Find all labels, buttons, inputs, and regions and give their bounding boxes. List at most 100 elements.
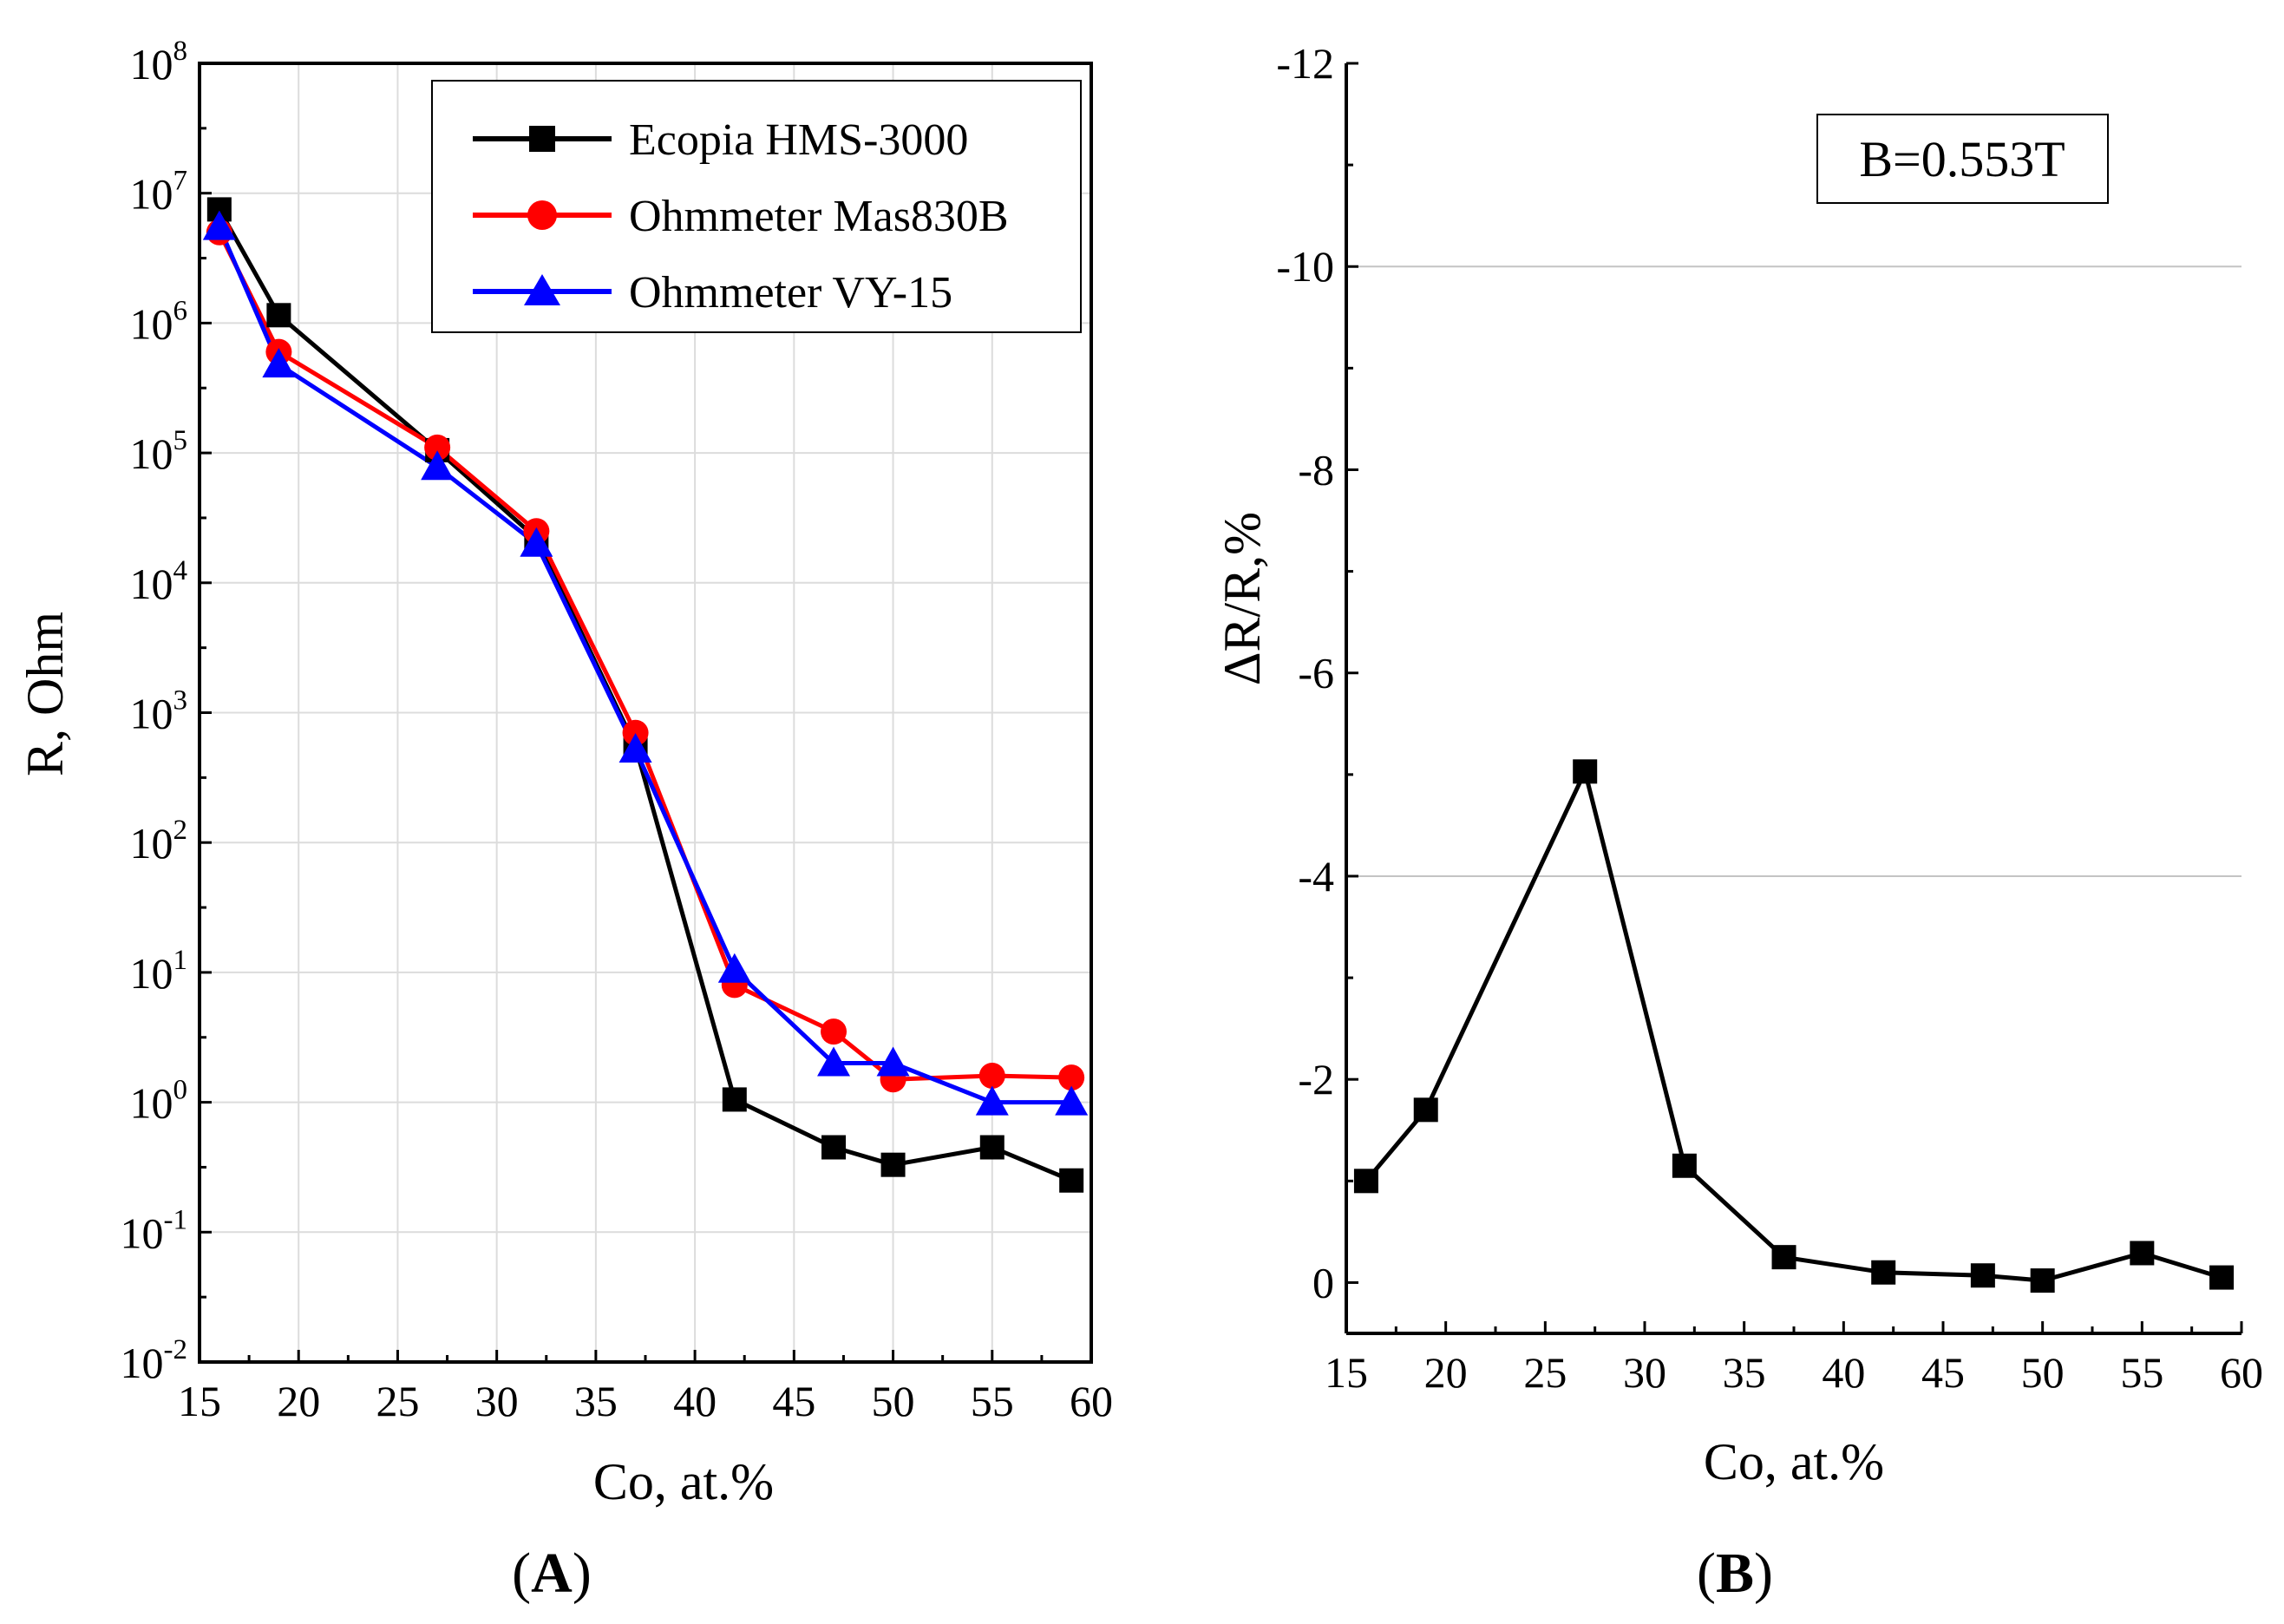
chart-b-data-point (1871, 1260, 1896, 1285)
chart-b-annotation: B=0.553T (1816, 114, 2109, 204)
tick-base: 10 (130, 1079, 173, 1128)
chart-a-y-tick-label: 108 (130, 36, 188, 88)
chart-b-data-point (2030, 1268, 2055, 1293)
tick-base: 10 (130, 819, 173, 868)
chart-a-x-tick-label: 25 (376, 1377, 419, 1425)
chart-a-y-label: R, Ohm (16, 612, 74, 776)
chart-a-data-point-0 (979, 1135, 1005, 1160)
tick-exponent: -1 (164, 1204, 188, 1235)
chart-a-x-tick-label: 35 (574, 1377, 618, 1425)
legend-entry-mas830b: Ohmmeter Mas830B (473, 192, 1009, 241)
tick-exponent: 0 (173, 1075, 188, 1106)
legend-entry-ecopia: Ecopia HMS-3000 (473, 115, 968, 165)
chart-a-legend: Ecopia HMS-3000 Ohmmeter Mas830B Ohmmete… (431, 80, 1082, 333)
chart-b-data-point (1672, 1153, 1697, 1178)
chart-b-data-point (1970, 1263, 1995, 1288)
chart-a-data-point-1 (424, 434, 451, 461)
chart-a-series-line-1 (217, 231, 1072, 1082)
chart-b-series-line (1365, 769, 2222, 1283)
chart-a-data-point-0 (880, 1152, 906, 1177)
chart-a-y-tick-label: 101 (130, 945, 188, 998)
chart-a-y-tick-label: 100 (130, 1075, 188, 1128)
chart-b-data-point (1413, 1097, 1438, 1123)
chart-b-y-tick-label: 0 (1312, 1258, 1334, 1306)
tick-exponent: 4 (173, 555, 188, 586)
legend-marker-vy15 (524, 274, 560, 305)
chart-b-data-point (2209, 1265, 2235, 1290)
tick-exponent: 8 (173, 36, 188, 67)
tick-base: 10 (130, 40, 173, 88)
chart-b-x-tick-label: 15 (1325, 1348, 1368, 1397)
annotation-box (1816, 114, 2109, 204)
chart-a-y-tick-label: 103 (130, 685, 188, 738)
tick-base: 10 (121, 1208, 164, 1257)
chart-a-data-point-2 (202, 210, 236, 240)
chart-a-data-point-1 (821, 1018, 848, 1045)
chart-a-x-tick-label: 15 (178, 1377, 221, 1425)
tick-exponent: 1 (173, 945, 188, 976)
chart-a-x-tick-label: 45 (772, 1377, 815, 1425)
tick-base: 10 (130, 299, 173, 348)
chart-a-data-point-2 (876, 1046, 910, 1077)
tick-exponent: 3 (173, 685, 188, 717)
chart-a-x-label: Co, at.% (593, 1453, 774, 1510)
chart-b-x-tick-label: 40 (1822, 1348, 1865, 1397)
chart-a-data-point-2 (1055, 1085, 1089, 1116)
chart-a-data-point-1 (978, 1063, 1005, 1090)
legend-label-ecopia: Ecopia HMS-3000 (629, 115, 968, 165)
chart-a-data-point-0 (722, 1087, 747, 1112)
chart-b-y-tick-label: -2 (1298, 1055, 1334, 1103)
chart-b-x-tick-label: 30 (1623, 1348, 1666, 1397)
chart-b-y-tick-label: -4 (1298, 852, 1334, 900)
chart-a-x-tick-label: 60 (1070, 1377, 1113, 1425)
chart-a-data-point-2 (975, 1085, 1009, 1116)
chart-b-y-tick-label: -12 (1276, 39, 1334, 88)
chart-a-data-point-2 (817, 1046, 851, 1077)
legend-marker-ecopia (529, 126, 555, 152)
chart-a-series (202, 197, 1089, 1193)
chart-b-x-tick-label: 25 (1523, 1348, 1567, 1397)
chart-b-data-point (1771, 1245, 1796, 1270)
chart-a-data-point-1 (622, 719, 649, 746)
tick-base: 10 (130, 560, 173, 608)
chart-b-ticks: 15 20 25 30 35 40 45 50 55 60 -12 -10 -8 -6 -4 -2 0 (1276, 39, 2263, 1397)
panel-label-b: (B) (1697, 1542, 1773, 1605)
chart-a-data-point-2 (520, 527, 553, 557)
tick-base: 10 (121, 1339, 164, 1387)
chart-a-y-tick-label: 105 (130, 425, 188, 478)
chart-b-y-label: ΔR/R,% (1214, 512, 1271, 685)
chart-a-data-point-2 (717, 953, 751, 983)
chart-b-x-tick-label: 60 (2220, 1348, 2263, 1397)
chart-b-x-tick-label: 50 (2021, 1348, 2065, 1397)
chart-a-x-tick-label: 40 (673, 1377, 717, 1425)
chart-a-x-tick-label: 50 (872, 1377, 915, 1425)
chart-b-y-tick-label: -6 (1298, 649, 1334, 697)
chart-b-gridlines (1346, 265, 2241, 877)
legend-marker-mas830b (527, 200, 557, 230)
chart-a-y-tick-label: 10-2 (121, 1334, 188, 1387)
chart-a-x-tick-label: 20 (277, 1377, 320, 1425)
tick-exponent: 5 (173, 425, 188, 456)
chart-a-y-tick-label: 102 (130, 815, 188, 868)
chart-a-x-tick-label: 55 (971, 1377, 1014, 1425)
chart-a-x-tick-label: 30 (475, 1377, 519, 1425)
annotation-text: B=0.553T (1859, 131, 2065, 187)
chart-b-data-point (2130, 1241, 2155, 1266)
chart-a-data-point-2 (421, 450, 455, 481)
tick-exponent: 2 (173, 815, 188, 846)
legend-entry-vy15: Ohmmeter VY-15 (473, 268, 952, 318)
legend-label-vy15: Ohmmeter VY-15 (629, 268, 952, 318)
chart-a-series-line-2 (217, 226, 1072, 1105)
chart-a-data-point-2 (262, 348, 296, 378)
tick-exponent: -2 (164, 1334, 188, 1365)
chart-a-data-point-0 (821, 1135, 847, 1160)
chart-a-data-point-1 (1058, 1064, 1085, 1091)
chart-b-data-point (1573, 759, 1598, 784)
chart-b-x-tick-label: 55 (2120, 1348, 2163, 1397)
chart-a-data-point-2 (618, 733, 652, 763)
chart-a-series-line-0 (217, 208, 1073, 1183)
chart-b-x-tick-label: 20 (1424, 1348, 1468, 1397)
legend-label-mas830b: Ohmmeter Mas830B (629, 192, 1009, 241)
chart-a-y-tick-label: 10-1 (121, 1204, 188, 1257)
